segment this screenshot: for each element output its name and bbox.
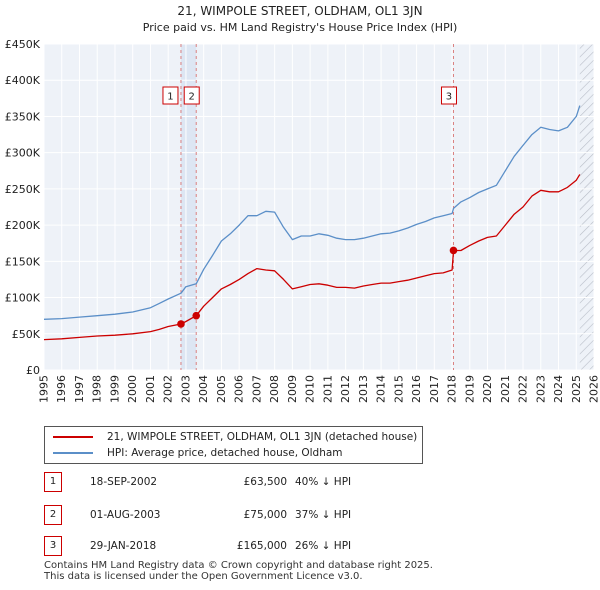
- x-tick-label: 2018: [446, 375, 459, 403]
- x-tick-label: 2022: [517, 375, 530, 403]
- x-tick-label: 2021: [499, 375, 512, 403]
- x-tick-label: 2026: [588, 375, 600, 403]
- y-tick-label: £400K: [5, 74, 41, 87]
- x-tick-label: 2006: [233, 375, 246, 403]
- x-tick-label: 1997: [73, 375, 86, 403]
- x-tick-label: 2004: [197, 375, 210, 403]
- x-tick-label: 1999: [108, 375, 121, 403]
- x-tick-label: 2008: [268, 375, 281, 403]
- sale-row-3: 3 29-JAN-2018 £165,000 26% ↓ HPI: [44, 536, 504, 556]
- plot-background: [44, 44, 594, 370]
- x-tick-label: 2014: [375, 375, 388, 403]
- attribution-line-1: Contains HM Land Registry data © Crown c…: [44, 560, 433, 571]
- x-tick-label: 2012: [339, 375, 352, 403]
- sale-hpi-diff: 40% ↓ HPI: [295, 476, 352, 488]
- y-tick-label: £200K: [5, 219, 41, 232]
- legend-item-price-paid: 21, WIMPOLE STREET, OLDHAM, OL1 3JN (det…: [53, 429, 417, 445]
- attribution-footer: Contains HM Land Registry data © Crown c…: [44, 560, 433, 582]
- sale-marker-badge: [183, 86, 200, 105]
- sale-badge-1: 1: [44, 472, 62, 492]
- sale-hpi-diff: 26% ↓ HPI: [295, 540, 352, 552]
- forecast-hatch-region: [579, 44, 594, 370]
- x-tick-label: 2020: [481, 375, 494, 403]
- x-tick-label: 2005: [215, 375, 228, 403]
- x-tick-label: 2010: [304, 375, 317, 403]
- sale-marker-label: 1: [167, 92, 173, 103]
- x-tick-label: 2001: [144, 375, 157, 403]
- y-tick-label: £250K: [5, 183, 41, 196]
- x-tick-label: 2009: [286, 375, 299, 403]
- x-tick-label: 2024: [552, 375, 565, 403]
- x-tick-label: 2002: [162, 375, 175, 403]
- y-tick-label: £450K: [5, 38, 41, 51]
- sale-row-2: 2 01-AUG-2003 £75,000 37% ↓ HPI: [44, 505, 504, 525]
- sale-date: 29-JAN-2018: [90, 540, 157, 552]
- legend-swatch-hpi: [53, 452, 93, 454]
- y-tick-label: £150K: [5, 255, 41, 268]
- price-chart: 21, WIMPOLE STREET, OLDHAM, OL1 3JN Pric…: [5, 4, 600, 403]
- hpi-line: [43, 105, 581, 320]
- attribution-line-2: This data is licensed under the Open Gov…: [44, 571, 363, 582]
- sale-marker-label: 2: [189, 92, 195, 103]
- sale-price: £63,500: [243, 476, 287, 488]
- sale-price: £75,000: [243, 509, 287, 521]
- sale-badge-3: 3: [44, 536, 62, 556]
- y-tick-label: £300K: [5, 147, 41, 160]
- sale-marker-label: 3: [446, 92, 452, 103]
- sale-marker-badge: [162, 86, 179, 105]
- chart-title: 21, WIMPOLE STREET, OLDHAM, OL1 3JN: [177, 4, 422, 18]
- sale-point: [449, 246, 458, 255]
- x-tick-label: 1998: [91, 375, 104, 403]
- sale-row-1: 1 18-SEP-2002 £63,500 40% ↓ HPI: [44, 472, 504, 492]
- x-tick-label: 1996: [55, 375, 68, 403]
- legend-item-hpi: HPI: Average price, detached house, Oldh…: [53, 445, 343, 461]
- sale-marker-badge: [440, 86, 457, 105]
- x-tick-label: 2016: [410, 375, 423, 403]
- y-tick-label: £350K: [5, 110, 41, 123]
- sale-point: [192, 311, 201, 320]
- legend-label-price-paid: 21, WIMPOLE STREET, OLDHAM, OL1 3JN (det…: [107, 431, 418, 443]
- x-tick-label: 2019: [463, 375, 476, 403]
- chart-legend: 21, WIMPOLE STREET, OLDHAM, OL1 3JN (det…: [44, 426, 423, 464]
- x-tick-label: 2017: [428, 375, 441, 403]
- y-tick-label: £100K: [5, 292, 41, 305]
- y-tick-label: £50K: [12, 328, 41, 341]
- sale-price: £165,000: [236, 540, 287, 552]
- x-tick-label: 2025: [570, 375, 583, 403]
- x-tick-label: 2007: [250, 375, 263, 403]
- legend-swatch-price-paid: [53, 436, 93, 438]
- x-tick-label: 2013: [357, 375, 370, 403]
- x-tick-label: 2000: [126, 375, 139, 403]
- legend-label-hpi: HPI: Average price, detached house, Oldh…: [107, 447, 343, 459]
- sale-badge-2: 2: [44, 505, 62, 525]
- sale-date: 01-AUG-2003: [90, 509, 161, 521]
- sale-hpi-diff: 37% ↓ HPI: [295, 509, 352, 521]
- x-tick-label: 2003: [179, 375, 192, 403]
- chart-subtitle: Price paid vs. HM Land Registry's House …: [143, 21, 458, 34]
- x-tick-label: 2011: [321, 375, 334, 403]
- x-tick-label: 1995: [38, 375, 51, 403]
- sale-date: 18-SEP-2002: [90, 476, 158, 488]
- y-tick-label: £0: [26, 364, 40, 377]
- sale-point: [177, 320, 185, 328]
- x-tick-label: 2023: [534, 375, 547, 403]
- x-tick-label: 2015: [392, 375, 405, 403]
